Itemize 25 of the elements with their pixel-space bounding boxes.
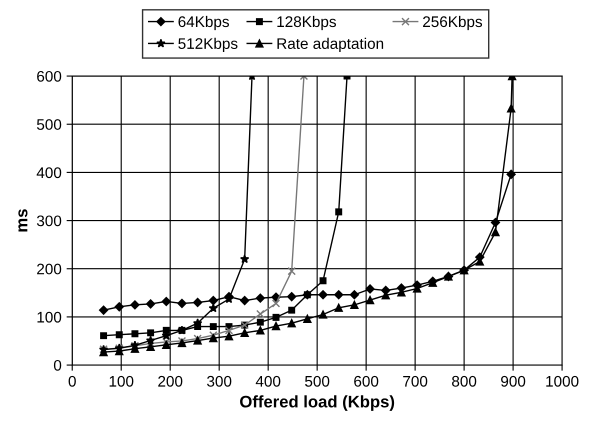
y-tick-label: 100 (37, 312, 62, 323)
legend-label: 64Kbps (178, 16, 229, 30)
x-tick-label: 400 (256, 376, 280, 387)
legend-label: 512Kbps (178, 38, 238, 52)
y-tick-label: 500 (36, 119, 62, 130)
x-tick-label: 1000 (546, 376, 578, 387)
x-tick-label: 300 (207, 376, 232, 387)
x-tick-label: 800 (452, 376, 476, 387)
x-tick-label: 500 (305, 376, 330, 387)
x-tick-label: 700 (403, 376, 428, 387)
legend-label: Rate adaptation (277, 38, 384, 52)
legend-label: 128Kbps (277, 16, 336, 30)
x-tick-label: 0 (68, 376, 76, 387)
y-tick-label: 300 (36, 215, 62, 226)
y-tick-label: 600 (37, 70, 62, 82)
y-tick-label: 400 (36, 167, 62, 178)
y-axis-title: ms (18, 209, 28, 232)
y-tick-label: 0 (54, 360, 62, 371)
y-tick-label: 200 (37, 264, 62, 274)
x-tick-label: 100 (110, 376, 134, 387)
x-tick-label: 900 (501, 376, 526, 387)
x-axis-title: Offered load (Kbps) (240, 395, 394, 411)
legend-label: 256Kbps (423, 16, 482, 30)
x-tick-label: 600 (354, 376, 378, 387)
x-tick-label: 200 (158, 376, 182, 387)
